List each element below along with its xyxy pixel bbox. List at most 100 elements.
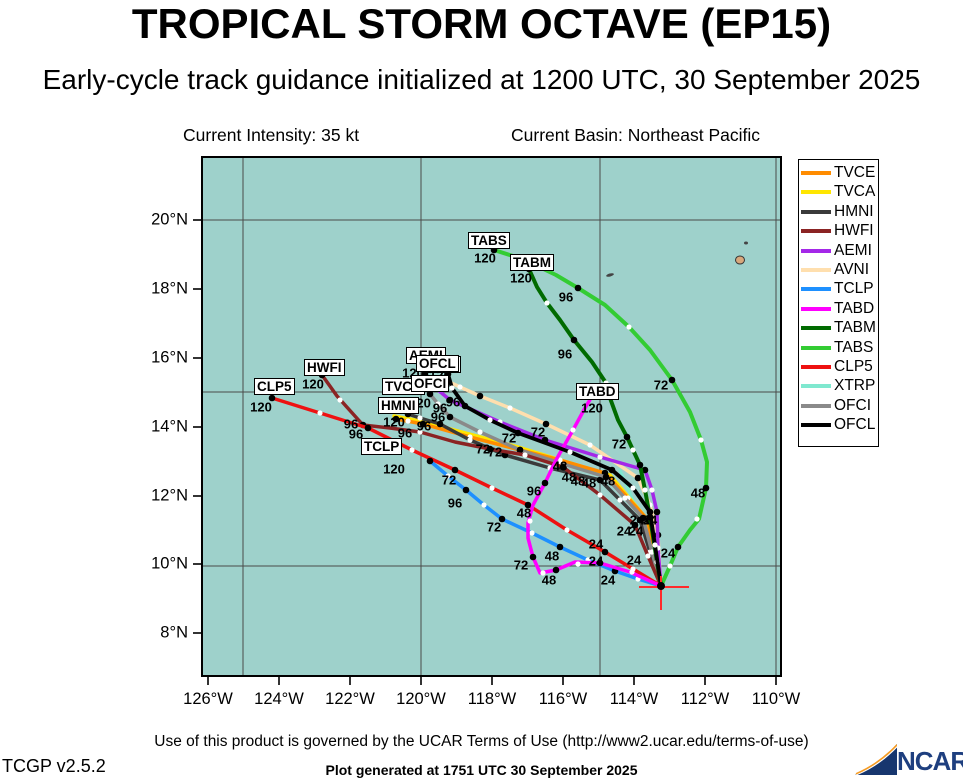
track-point-24h-AEMI: [446, 396, 454, 404]
track-point-12h-HWFI: [337, 397, 343, 403]
track-point-24h-OFCL: [646, 508, 654, 516]
track-point-12h-TVCE: [405, 418, 411, 424]
legend-label: TABD: [834, 299, 875, 317]
track-point-12h-TABD: [629, 569, 635, 575]
legend-label: TABM: [834, 319, 876, 337]
track-point-12h-TABM: [603, 380, 609, 386]
legend-swatch-TABS: [801, 345, 831, 350]
track-point-12h-OFCI: [435, 401, 441, 407]
track-point-24h-TABD: [596, 559, 604, 567]
track-point-12h-TABS: [698, 437, 704, 443]
track-point-24h-CLP5: [601, 548, 609, 556]
terms-of-use-text: Use of this product is governed by the U…: [154, 733, 809, 750]
track-point-24h-TABD: [552, 566, 560, 574]
legend-swatch-TCLP: [801, 287, 831, 292]
tracks-layer: [268, 246, 710, 610]
island: [606, 273, 614, 277]
track-point-24h-HMNI: [596, 476, 604, 484]
track-point-12h-TABM: [642, 487, 648, 493]
track-point-24h-TABM: [525, 265, 533, 273]
track-point-12h-TCLP: [445, 473, 451, 479]
track-point-24h-OFCI: [602, 473, 610, 481]
plot-generated-text: Plot generated at 1751 UTC 30 September …: [325, 762, 638, 778]
track-point-12h-TABD: [540, 570, 546, 576]
track-point-24h-TABS: [574, 284, 582, 292]
track-point-24h-AVNI: [476, 392, 484, 400]
track-point-12h-OFCL: [487, 417, 493, 423]
track-point-12h-HWFI: [522, 452, 528, 458]
legend-label: OFCI: [834, 396, 872, 414]
track-point-12h-OFCI: [622, 495, 628, 501]
legend-row-AVNI: AVNI: [799, 260, 878, 279]
track-point-12h-AVNI: [457, 384, 463, 390]
track-point-24h-OFCI: [639, 514, 647, 522]
track-point-12h-TABM: [630, 447, 636, 453]
track-point-12h-CLP5: [317, 410, 323, 416]
track-point-24h-OFCL: [444, 370, 452, 378]
track-point-24h-TABS: [674, 543, 682, 551]
track-point-12h-TABM: [544, 300, 550, 306]
track-point-24h-TABM: [636, 461, 644, 469]
legend-label: TCLP: [834, 280, 874, 298]
track-point-12h-OFCL: [567, 449, 573, 455]
track-point-12h-AEMI: [649, 487, 655, 493]
track-point-12h-TABS: [694, 516, 700, 522]
legend-label: CLP5: [834, 358, 873, 375]
track-point-24h-TABD: [593, 384, 601, 392]
legend-label: HWFI: [834, 222, 874, 240]
track-point-24h-HWFI: [486, 445, 494, 453]
track-point-24h-CLP5: [524, 501, 532, 509]
track-point-24h-TABD: [529, 553, 537, 561]
ncar-swoosh-icon: [855, 744, 898, 776]
track-point-24h-TCLP: [462, 486, 470, 494]
track-point-12h-CLP5: [564, 527, 570, 533]
subtitle: Early-cycle track guidance initialized a…: [42, 64, 921, 95]
legend-swatch-AVNI: [801, 268, 831, 272]
track-point-24h-OFCI: [446, 413, 454, 421]
legend-swatch-TVCE: [801, 171, 831, 175]
model-legend: TVCE TVCA HMNI HWFI AEMI AVNI TCLP TABD TABM TABS…: [798, 159, 879, 447]
legend-row-TCLP: TCLP: [799, 279, 878, 298]
track-point-24h-TABS: [490, 246, 498, 254]
legend-row-OFCL: OFCL: [799, 415, 878, 434]
track-point-24h-OFCI: [516, 446, 524, 454]
track-point-12h-OFCL: [449, 385, 455, 391]
legend-row-TABM: TABM: [799, 318, 878, 337]
legend-swatch-TVCA: [801, 190, 831, 195]
ncar-logo-text: NCAR: [897, 746, 963, 776]
island: [735, 255, 745, 265]
tcgp-version-text: TCGP v2.5.2: [2, 756, 106, 776]
legend-swatch-TABM: [801, 326, 831, 331]
track-point-12h-HWFI: [645, 553, 651, 559]
legend-row-TABS: TABS: [799, 338, 878, 357]
track-point-12h-HMNI: [417, 415, 423, 421]
track-point-12h-OFCL: [652, 542, 658, 548]
legend-label: TABS: [834, 338, 874, 356]
track-point-24h-CLP5: [451, 466, 459, 474]
track-point-24h-TVCE: [419, 420, 427, 428]
legend-label: OFCL: [834, 416, 876, 434]
track-point-12h-HWFI: [597, 492, 603, 498]
legend-label: HMNI: [834, 202, 874, 220]
legend-row-TABD: TABD: [799, 299, 878, 318]
track-point-12h-TABD: [575, 561, 581, 567]
ncar-logo: NCAR: [855, 744, 963, 778]
track-point-24h-TABM: [570, 336, 578, 344]
track-point-12h-HMNI: [617, 497, 623, 503]
legend-swatch-AEMI: [801, 248, 831, 253]
track-point-12h-CLP5: [409, 447, 415, 453]
track-point-12h-AEMI: [429, 382, 435, 388]
legend-row-CLP5: CLP5: [799, 357, 878, 376]
track-point-24h-HMNI: [436, 420, 444, 428]
track-point-24h-OFCI: [426, 390, 434, 398]
track-point-12h-TABS: [667, 563, 673, 569]
track-point-12h-TABS: [626, 324, 632, 330]
legend-row-HWFI: HWFI: [799, 221, 878, 240]
track-TVCE: [394, 417, 663, 588]
track-TABD: [526, 386, 663, 588]
track-point-24h-HWFI: [559, 463, 567, 471]
track-TABS: [492, 248, 709, 588]
track-point-24h-TCLP: [498, 515, 506, 523]
legend-row-HMNI: HMNI: [799, 202, 878, 221]
